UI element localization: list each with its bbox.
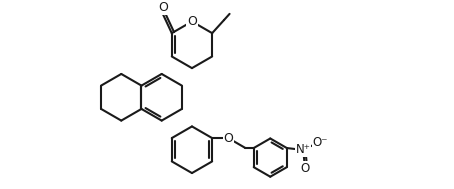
Text: O: O bbox=[187, 15, 197, 28]
Text: O: O bbox=[300, 162, 309, 175]
Text: O: O bbox=[159, 1, 168, 14]
Text: N⁺: N⁺ bbox=[296, 143, 311, 156]
Text: O: O bbox=[223, 132, 233, 145]
Text: O⁻: O⁻ bbox=[312, 136, 328, 149]
